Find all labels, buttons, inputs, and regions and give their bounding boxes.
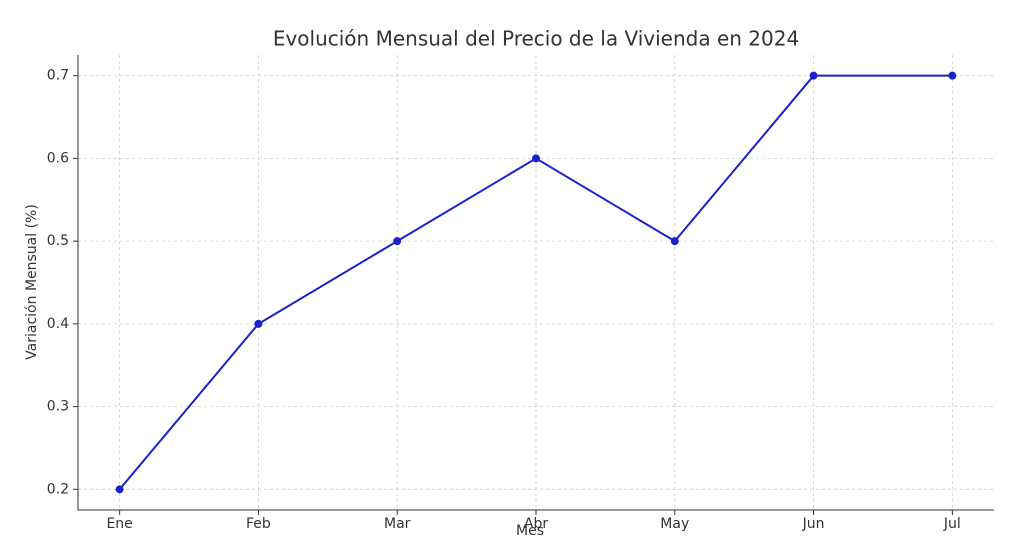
x-tick-label: May [660,516,689,532]
point [809,71,818,80]
x-tick-label: Ene [106,516,132,532]
x-tick-label: Jul [943,516,961,532]
chart-title: Evolución Mensual del Precio de la Vivie… [273,27,799,51]
y-tick-label: 0.6 [47,150,69,166]
point [532,154,540,163]
y-axis-label: Variación Mensual (%) [24,204,40,360]
y-tick-label: 0.3 [47,399,69,415]
x-tick-label: Mar [384,516,411,532]
point [393,237,402,246]
point [115,485,124,494]
x-axis-label: Mes [516,523,544,539]
y-tick-label: 0.2 [47,481,69,497]
x-tick-label: Abr [524,516,548,532]
y-tick-label: 0.5 [47,233,69,249]
x-tick-label: Feb [246,516,271,532]
y-tick-label: 0.4 [47,316,69,332]
point [948,71,957,80]
x-tick-label: Jun [802,516,825,532]
y-tick-label: 0.7 [47,68,69,84]
point [670,237,679,246]
point [254,319,263,328]
